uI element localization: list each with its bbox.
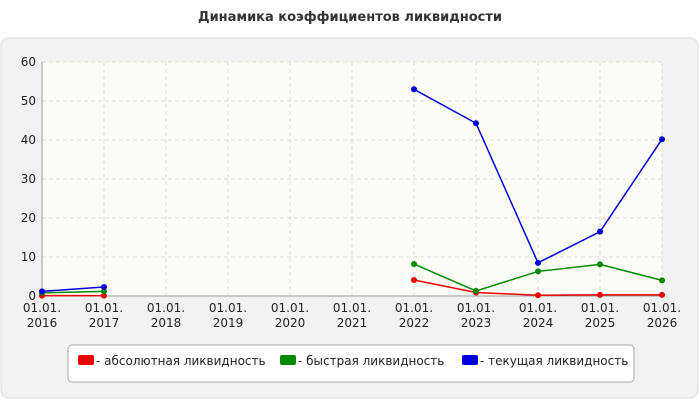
point (473, 120, 479, 127)
y-tick-label: 40 (21, 133, 36, 147)
x-tick-label: 01.01. (85, 301, 123, 315)
x-tick-label: 2020 (275, 316, 306, 330)
point (597, 261, 603, 268)
legend-swatch (78, 355, 94, 365)
y-tick-label: 50 (21, 94, 36, 108)
x-tick-label: 2026 (647, 316, 678, 330)
x-tick-label: 01.01. (519, 301, 557, 315)
x-tick-label: 01.01. (147, 301, 185, 315)
x-tick-label: 2017 (89, 316, 120, 330)
y-tick-label: 20 (21, 211, 36, 225)
legend-label: - абсолютная ликвидность (96, 354, 266, 368)
x-tick-label: 01.01. (457, 301, 495, 315)
point (597, 228, 603, 235)
x-tick-label: 01.01. (23, 301, 61, 315)
y-tick-label: 10 (21, 250, 36, 264)
legend-swatch (280, 355, 296, 365)
x-tick-label: 2018 (151, 316, 182, 330)
point (535, 292, 541, 299)
y-tick-label: 30 (21, 172, 36, 186)
point (101, 284, 107, 291)
x-tick-label: 2019 (213, 316, 244, 330)
point (659, 291, 665, 298)
x-tick-label: 01.01. (643, 301, 681, 315)
x-tick-label: 01.01. (395, 301, 433, 315)
legend (67, 344, 635, 383)
x-tick-label: 2016 (27, 316, 58, 330)
x-tick-label: 01.01. (209, 301, 247, 315)
plot: 010203040506001.01.201601.01.201701.01.2… (21, 55, 681, 368)
legend-label: - быстрая ликвидность (298, 354, 444, 368)
point (101, 292, 107, 299)
x-tick-label: 2021 (337, 316, 368, 330)
x-tick-label: 2022 (399, 316, 430, 330)
y-tick-label: 0 (28, 289, 36, 303)
legend-swatch (462, 355, 478, 365)
point (535, 268, 541, 275)
x-tick-label: 2023 (461, 316, 492, 330)
point (473, 287, 479, 294)
point (101, 288, 107, 295)
point (659, 136, 665, 143)
x-tick-label: 01.01. (581, 301, 619, 315)
y-tick-label: 60 (21, 55, 36, 69)
point (411, 86, 417, 93)
x-tick-label: 2024 (523, 316, 554, 330)
point (39, 288, 45, 295)
x-tick-label: 2025 (585, 316, 616, 330)
chart-title: Динамика коэффициентов ликвидности (198, 10, 502, 25)
x-tick-label: 01.01. (333, 301, 371, 315)
point (411, 277, 417, 284)
point (535, 259, 541, 266)
point (597, 291, 603, 298)
x-tick-label: 01.01. (271, 301, 309, 315)
legend-label: - текущая ликвидность (480, 354, 628, 368)
point (659, 277, 665, 284)
point (411, 261, 417, 268)
